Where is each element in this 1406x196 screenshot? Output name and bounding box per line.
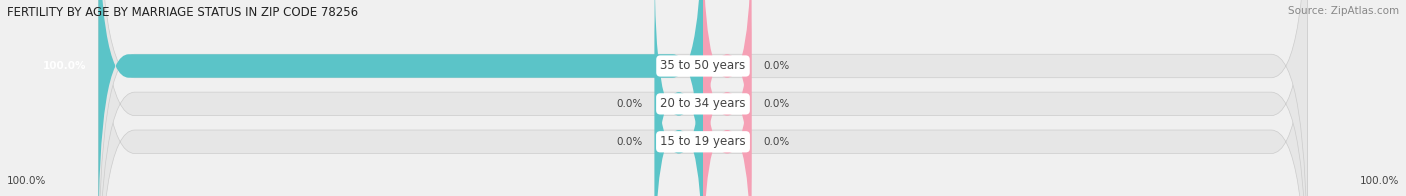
Text: 20 to 34 years: 20 to 34 years [661,97,745,110]
Text: 100.0%: 100.0% [42,61,86,71]
Text: 100.0%: 100.0% [7,176,46,186]
Text: 0.0%: 0.0% [616,137,643,147]
FancyBboxPatch shape [98,0,1308,196]
Text: 0.0%: 0.0% [616,99,643,109]
Text: 35 to 50 years: 35 to 50 years [661,60,745,73]
FancyBboxPatch shape [655,2,703,196]
Text: 0.0%: 0.0% [763,137,790,147]
FancyBboxPatch shape [98,0,1308,196]
FancyBboxPatch shape [98,0,1308,196]
FancyBboxPatch shape [703,2,751,196]
FancyBboxPatch shape [655,0,703,196]
Text: 0.0%: 0.0% [763,99,790,109]
Text: FERTILITY BY AGE BY MARRIAGE STATUS IN ZIP CODE 78256: FERTILITY BY AGE BY MARRIAGE STATUS IN Z… [7,6,359,19]
Text: 100.0%: 100.0% [1360,176,1399,186]
FancyBboxPatch shape [703,0,751,196]
FancyBboxPatch shape [98,0,703,196]
Text: 15 to 19 years: 15 to 19 years [661,135,745,148]
Text: 0.0%: 0.0% [763,61,790,71]
Text: Source: ZipAtlas.com: Source: ZipAtlas.com [1288,6,1399,16]
FancyBboxPatch shape [703,0,751,196]
